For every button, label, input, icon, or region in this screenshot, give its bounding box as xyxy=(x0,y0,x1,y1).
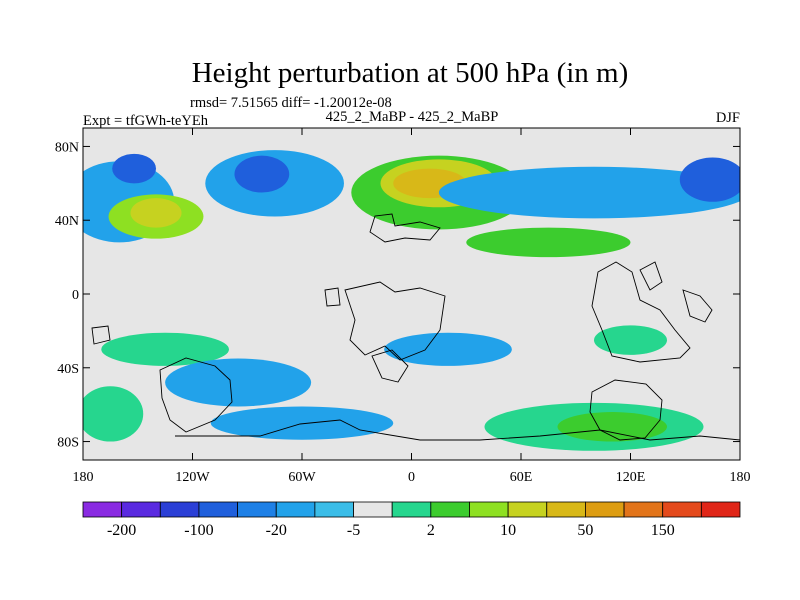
coastline-europe-africa xyxy=(369,213,441,243)
contour-region-antarctic-west-positive xyxy=(83,386,144,442)
contour-region-siberia-core xyxy=(679,157,740,202)
colorbar-label: 2 xyxy=(427,522,435,539)
season-label: DJF xyxy=(716,110,740,126)
contour-region-eurasia-negative-band xyxy=(438,166,740,219)
contour-region-north-america-core xyxy=(234,155,290,193)
coastline-west-pacific xyxy=(91,325,111,345)
colorbar-swatch xyxy=(391,501,432,518)
stats-line: rmsd= 7.51565 diff= -1.20012e-08 xyxy=(190,95,392,111)
colorbar-swatch xyxy=(121,501,161,518)
coastline-asia-east xyxy=(639,261,663,291)
y-tick-label: 40S xyxy=(57,362,79,377)
colorbar-swatch xyxy=(82,501,123,518)
contour-region-south-pacific-positive xyxy=(101,332,229,366)
colorbar-label: -20 xyxy=(266,522,287,539)
colorbar-swatch xyxy=(314,501,354,518)
coastline-india-asia xyxy=(591,261,691,363)
coastline-south-america xyxy=(159,357,233,433)
chart-title: Height perturbation at 500 hPa (in m) xyxy=(192,57,629,89)
y-tick-label: 0 xyxy=(72,288,79,303)
x-tick-label: 60E xyxy=(510,470,533,485)
x-tick-label: 60W xyxy=(288,470,316,485)
y-tick-label: 80N xyxy=(55,140,79,155)
contour-region-asia-positive xyxy=(466,227,631,258)
colorbar-label: -200 xyxy=(107,522,136,539)
colorbar-swatch xyxy=(237,501,277,518)
x-tick-label: 120E xyxy=(616,470,646,485)
contour-region-southern-ocean-negative xyxy=(210,406,394,440)
coastline-central-america xyxy=(324,287,341,307)
x-tick-label: 0 xyxy=(408,470,415,485)
y-axis: 80N 40N 0 40S 80S xyxy=(55,140,740,451)
contour-fills xyxy=(83,150,740,451)
colorbar-swatch xyxy=(546,501,586,518)
colorbar-label: -5 xyxy=(347,522,360,539)
colorbar-label: 150 xyxy=(651,522,675,539)
colorbar-swatch xyxy=(507,501,548,518)
coastline-outlines xyxy=(91,213,740,441)
colorbar-swatch xyxy=(353,501,393,518)
colorbar-swatch xyxy=(585,501,625,518)
colorbar: -200 -100 -20 -5 2 10 50 150 xyxy=(82,501,741,539)
contour-region-equatorial-indian-positive xyxy=(594,325,667,355)
colorbar-swatch xyxy=(469,501,509,518)
coastline-north-africa xyxy=(344,281,446,361)
colorbar-label: 10 xyxy=(500,522,516,539)
x-tick-label: 180 xyxy=(73,470,94,485)
colorbar-swatch xyxy=(275,501,316,518)
coastline-australia xyxy=(589,379,663,441)
colorbar-swatch xyxy=(700,501,741,518)
x-axis: 180 120W 60W 0 60E 120E 180 xyxy=(73,128,751,485)
x-tick-label: 180 xyxy=(730,470,751,485)
y-tick-label: 80S xyxy=(57,436,79,451)
contour-region-south-pacific-negative xyxy=(165,358,312,407)
colorbar-label: -100 xyxy=(184,522,213,539)
contour-region-north-pacific-low-core xyxy=(112,153,156,184)
coastline-antarctica xyxy=(175,419,740,441)
contour-region-north-pacific-positive-core xyxy=(130,198,182,228)
coastline-north-pacific-east xyxy=(682,289,713,323)
colorbar-swatch xyxy=(623,501,664,518)
y-tick-label: 40N xyxy=(55,214,79,229)
colorbar-swatch xyxy=(198,501,238,518)
colorbar-swatch xyxy=(662,501,702,518)
experiment-label: Expt = tfGWh-teYEh xyxy=(83,113,209,129)
colorbar-label: 50 xyxy=(577,522,593,539)
contour-region-southern-ocean-positive-core xyxy=(557,412,667,442)
colorbar-swatch xyxy=(159,501,200,518)
plot-area xyxy=(82,127,741,461)
colorbar-swatch xyxy=(430,501,470,518)
coastline-southern-africa xyxy=(371,349,409,383)
contour-region-south-atlantic-negative xyxy=(384,332,512,366)
x-tick-label: 120W xyxy=(175,470,210,485)
comparison-label: 425_2_MaBP - 425_2_MaBP xyxy=(326,109,499,125)
